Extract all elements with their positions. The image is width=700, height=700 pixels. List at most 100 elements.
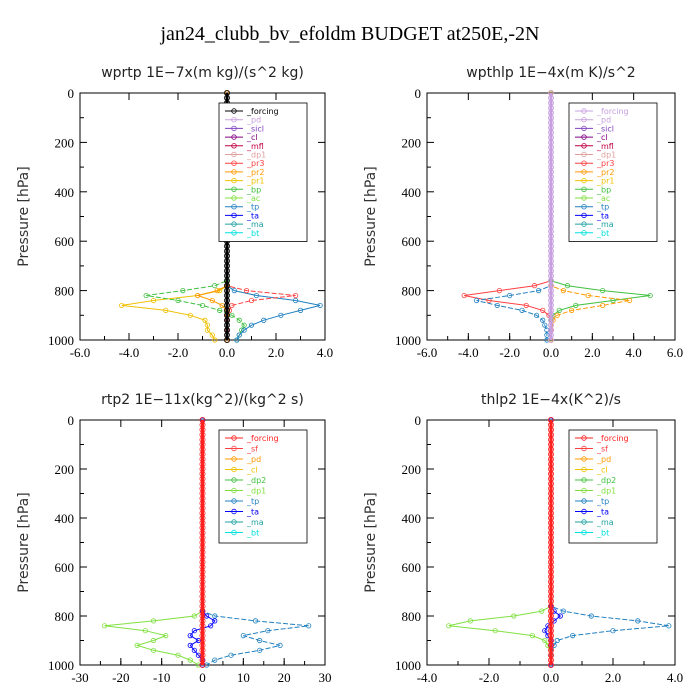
legend-marker — [581, 143, 587, 149]
legend-label: _bt — [246, 529, 259, 538]
legend-label: _bt — [596, 229, 609, 238]
y-tick-label: 800 — [55, 609, 75, 624]
data-point — [564, 283, 571, 289]
legend-label: _bp — [246, 185, 261, 194]
data-point — [557, 613, 563, 619]
legend-marker — [581, 160, 587, 166]
data-point — [204, 322, 210, 328]
legend-marker — [581, 519, 587, 525]
y-tick-label: 1000 — [48, 333, 74, 348]
legend-marker — [581, 203, 587, 210]
data-point — [610, 628, 616, 634]
data-point — [548, 662, 555, 669]
legend-marker — [581, 487, 587, 494]
data-point — [191, 647, 197, 653]
data-point — [569, 307, 575, 313]
legend-label: _pd — [246, 116, 261, 125]
data-point — [187, 657, 193, 663]
data-point — [278, 312, 284, 318]
data-point — [261, 317, 267, 323]
data-point — [461, 292, 467, 299]
legend-marker — [231, 195, 237, 201]
legend-label: _bp — [596, 185, 611, 194]
data-point — [511, 613, 517, 619]
legend-marker — [581, 221, 587, 227]
legend-marker — [581, 445, 587, 452]
y-tick-label: 400 — [402, 511, 422, 526]
data-point — [544, 327, 550, 333]
legend-label: _pd — [246, 455, 261, 464]
y-tick-label: 800 — [402, 284, 422, 299]
data-point — [585, 292, 591, 299]
legend-marker — [231, 529, 237, 536]
legend-label: _pd — [596, 455, 611, 464]
data-point — [467, 618, 473, 624]
legend-marker — [581, 477, 587, 483]
y-tick-label: 200 — [55, 462, 75, 477]
legend-label: _ta — [596, 211, 609, 220]
legend-marker — [581, 508, 587, 515]
data-point — [175, 297, 181, 304]
data-point — [570, 632, 576, 639]
series-line-pr1 — [121, 93, 228, 341]
data-point — [209, 332, 215, 338]
x-tick-label: 4.0 — [667, 670, 683, 685]
legend-label: _sf — [596, 445, 608, 454]
data-point — [142, 628, 148, 634]
x-tick-label: 0.0 — [543, 670, 559, 685]
legend-marker — [581, 195, 587, 201]
legend-marker — [231, 125, 237, 132]
data-point — [265, 628, 271, 634]
data-point — [573, 302, 579, 309]
series-line-dp1 — [104, 420, 203, 666]
legend-marker — [231, 116, 237, 123]
data-point — [195, 292, 201, 299]
data-point — [212, 337, 218, 343]
data-point — [554, 312, 560, 318]
y-tick-label: 400 — [402, 185, 422, 200]
y-tick-label: 400 — [55, 185, 75, 200]
legend-label: _dp2 — [596, 476, 616, 485]
data-point — [195, 652, 202, 658]
series-line-tp — [476, 93, 552, 340]
series-line-tp — [202, 420, 309, 666]
y-tick-label: 0 — [415, 86, 422, 101]
data-point — [119, 302, 125, 309]
legend-marker — [231, 445, 237, 452]
data-point — [600, 302, 606, 309]
y-tick-label: 1000 — [48, 658, 74, 673]
data-point — [542, 628, 548, 634]
legend-marker — [231, 477, 237, 483]
y-tick-label: 200 — [402, 462, 422, 477]
data-point — [208, 623, 214, 629]
x-tick-label: -20 — [112, 670, 129, 685]
legend-label: _pd — [596, 116, 611, 125]
x-tick-label: 10 — [237, 670, 250, 685]
data-point — [297, 307, 304, 313]
legend-label: _dp2 — [246, 476, 266, 485]
data-point — [214, 287, 220, 294]
legend-marker — [581, 116, 587, 123]
legend-label: _pr2 — [246, 168, 264, 177]
data-point — [244, 287, 250, 294]
legend-label: _mfl — [596, 142, 614, 151]
panel-title-wprtp: wprtp 1E−7x(m kg)/(s^2 kg) — [101, 65, 304, 81]
panel-title-wpthlp: wpthlp 1E−4x(m K)/s^2 — [466, 65, 635, 81]
panel-rtp2: rtp2 1E−11x(kg^2)/(kg^2 s) Pressure [hPa]… — [16, 392, 332, 685]
legend-label: _ta — [246, 211, 259, 220]
x-tick-label: 2.0 — [605, 670, 621, 685]
legend-marker — [231, 108, 237, 114]
panel-thlp2: thlp2 1E−4x(K^2)/s Pressure [hPa] -4.0 -2.0… — [363, 392, 683, 685]
x-tick-label: 2.0 — [268, 345, 284, 360]
data-point — [150, 647, 157, 653]
legend-marker — [231, 230, 237, 236]
data-point — [236, 317, 242, 323]
data-point — [539, 608, 545, 614]
y-axis-label-thlp2: Pressure [hPa] — [363, 492, 379, 592]
legend-label: _dp1 — [596, 151, 616, 160]
data-point — [209, 297, 215, 304]
data-point — [635, 618, 641, 624]
x-tick-label: 2.0 — [584, 345, 600, 360]
x-tick-label: 4.0 — [317, 345, 333, 360]
legend-label: _cl — [246, 133, 258, 142]
